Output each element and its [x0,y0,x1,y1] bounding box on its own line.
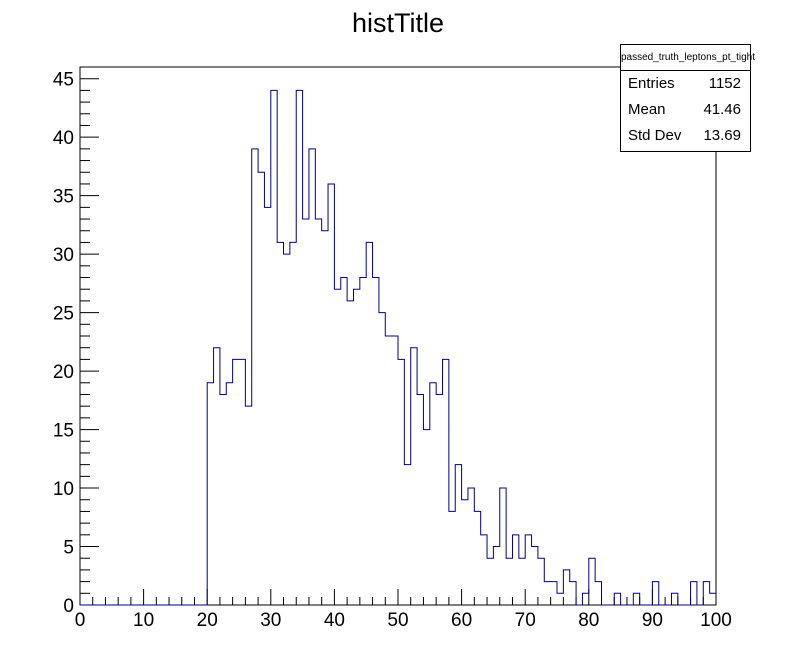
x-tick-label: 30 [260,610,281,631]
y-tick-label: 40 [53,128,74,149]
x-tick-label: 50 [387,610,408,631]
x-tick-label: 40 [324,610,345,631]
chart-title: histTitle [352,8,444,38]
x-tick-label: 0 [75,610,86,631]
x-tick-label: 90 [642,610,663,631]
histogram-series-line [80,89,716,606]
y-tick-label: 20 [53,362,74,383]
y-tick-label: 30 [53,245,74,266]
y-tick-label: 0 [63,596,74,617]
x-tick-label: 70 [515,610,536,631]
stats-row-stddev: Std Dev 13.69 [628,123,741,149]
stats-row-entries: Entries 1152 [628,71,741,97]
stats-row-mean: Mean 41.46 [628,97,741,123]
y-tick-label: 45 [53,70,74,91]
stats-box: passed_truth_leptons_pt_tight Entries 11… [620,44,755,152]
stats-box-title: passed_truth_leptons_pt_tight [621,45,755,71]
stats-value-entries: 1152 [708,75,741,92]
y-tick-label: 25 [53,304,74,325]
stats-value-mean: 41.46 [703,101,741,118]
x-tick-label: 10 [133,610,154,631]
x-tick-label: 20 [197,610,218,631]
y-tick-label: 15 [53,421,74,442]
stats-label-entries: Entries [628,75,675,92]
stats-label-mean: Mean [628,101,666,118]
y-tick-label: 10 [53,479,74,500]
stats-value-stddev: 13.69 [703,127,741,144]
y-axis: 0 5 10 15 20 25 30 35 40 45 [53,70,99,617]
x-tick-label: 60 [451,610,472,631]
y-tick-label: 35 [53,187,74,208]
x-tick-label: 100 [700,610,732,631]
x-tick-label: 80 [578,610,599,631]
x-axis: 0 10 20 30 40 50 60 70 80 90 100 [75,589,732,631]
y-tick-label: 5 [63,538,74,559]
stats-label-stddev: Std Dev [628,127,682,144]
